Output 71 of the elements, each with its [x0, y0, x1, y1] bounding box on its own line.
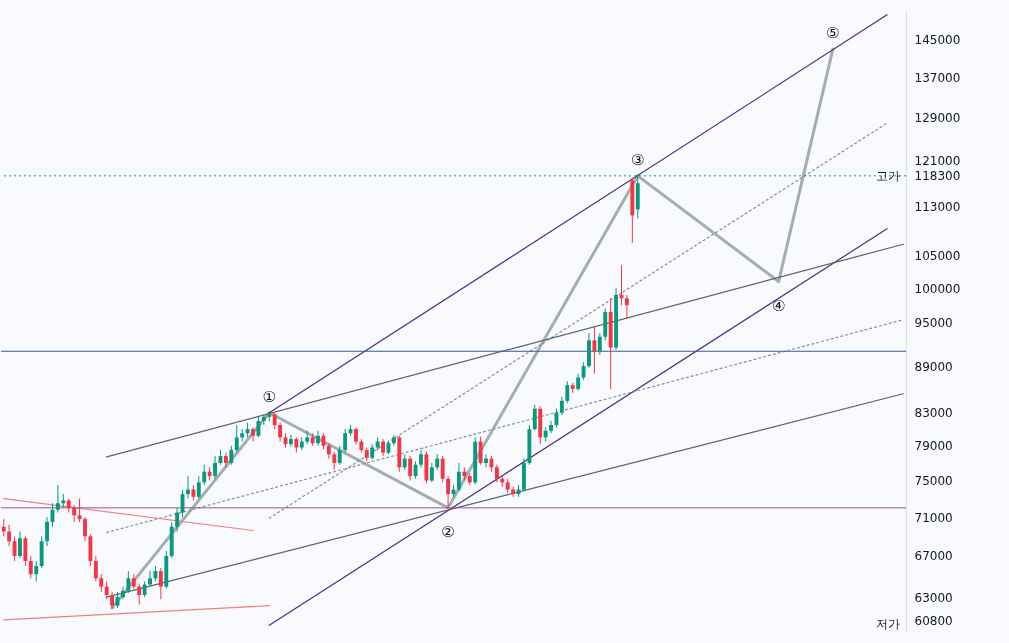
y-tick-label: 75000	[914, 474, 953, 489]
candlestick	[234, 424, 239, 454]
candlestick	[565, 380, 570, 404]
y-tick-label: 100000	[914, 281, 961, 296]
annotation: ②	[441, 522, 455, 541]
y-tick-label: 137000	[914, 71, 961, 86]
candlestick	[45, 516, 50, 547]
annotation: ①	[262, 387, 276, 406]
y-tick-label: 71000	[914, 510, 953, 525]
y-tick-label: 118300	[914, 169, 961, 184]
candlestick	[391, 434, 396, 447]
candlestick	[229, 445, 234, 466]
candlestick	[158, 567, 163, 600]
annotation: 저가	[876, 617, 900, 631]
candlestick	[343, 428, 348, 454]
candlestick	[624, 294, 629, 320]
ref-line-label: 고가	[876, 168, 900, 183]
line-series	[110, 47, 835, 610]
candlestick	[592, 325, 597, 375]
candlestick	[478, 436, 483, 466]
candlestick	[126, 570, 131, 594]
candlestick	[83, 516, 87, 542]
y-tick-label: 95000	[914, 316, 953, 330]
candlestick	[202, 464, 207, 486]
candlestick	[597, 332, 602, 356]
candlestick	[34, 560, 39, 582]
y-tick-label: 67000	[914, 549, 953, 564]
y-tick-label: 63000	[914, 590, 953, 605]
candlestick	[440, 455, 445, 483]
y-tick-label: 113000	[914, 199, 961, 214]
candlestick	[549, 420, 553, 434]
y-tick-label: 89000	[914, 359, 953, 374]
candlestick	[18, 530, 22, 559]
candlestick	[23, 535, 28, 567]
y-tick-label: 105000	[914, 249, 961, 264]
y-tick-label: 79000	[914, 439, 953, 454]
candlestick	[55, 484, 60, 514]
candlestick	[446, 475, 451, 509]
candlestick	[316, 430, 320, 447]
annotation: ⑤	[826, 24, 840, 43]
candlestick	[332, 451, 337, 471]
candlestick	[120, 586, 125, 600]
annotation: ③	[631, 150, 645, 169]
candlestick	[484, 453, 488, 468]
candlestick	[456, 462, 461, 492]
candlestick	[213, 455, 218, 480]
y-tick-label: 121000	[914, 154, 961, 169]
candlestick	[256, 416, 261, 438]
y-tick-label: 145000	[914, 33, 961, 48]
candlestick	[408, 455, 413, 482]
annotation: ④	[771, 296, 786, 315]
candlestick	[137, 582, 142, 606]
candlestick	[251, 426, 255, 443]
candlestick	[223, 452, 228, 468]
candlestick	[28, 555, 33, 579]
candlestick	[337, 445, 342, 466]
y-tick-label: 129000	[914, 111, 961, 126]
candlestick	[7, 524, 12, 547]
y-tick-label: 83000	[914, 406, 953, 421]
candlestick	[429, 462, 434, 483]
candlestick	[532, 404, 537, 432]
candlestick	[175, 507, 180, 532]
candlestick	[288, 434, 293, 448]
y-tick-label: 60800	[914, 614, 953, 629]
candlestick	[196, 475, 201, 500]
candlestick	[93, 555, 98, 582]
candlestick	[77, 498, 82, 523]
candlestick	[278, 422, 283, 443]
candlestick	[148, 570, 152, 588]
candlestick	[559, 396, 564, 416]
candlestick	[326, 442, 331, 460]
